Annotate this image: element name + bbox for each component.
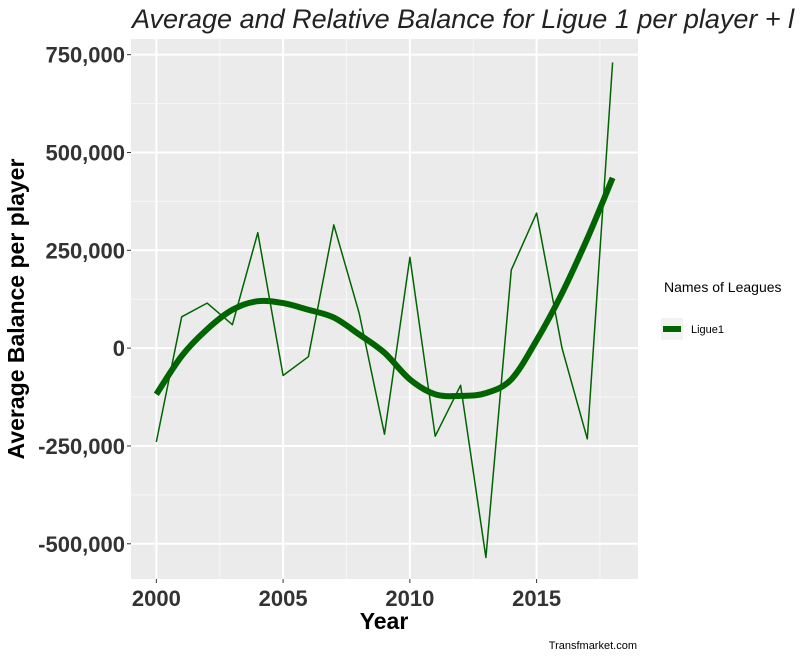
legend-label-ligue1: Ligue1 — [691, 324, 724, 336]
x-axis-ticks: 2000 2005 2010 2015 — [132, 579, 561, 611]
x-tick-label: 2015 — [512, 586, 561, 611]
y-axis-title: Average Balance per player — [3, 159, 29, 460]
y-tick-label: 500,000 — [45, 140, 125, 165]
x-axis-title: Year — [360, 608, 409, 634]
plot-panel — [131, 39, 638, 579]
grid-major — [131, 39, 638, 579]
y-tick-label: 0 — [113, 336, 125, 361]
series-layer — [153, 62, 616, 559]
x-tick-label: 2010 — [385, 586, 434, 611]
y-tick-label: -500,000 — [38, 532, 125, 557]
x-tick-label: 2000 — [132, 586, 181, 611]
caption: Transfmarket.com — [549, 640, 637, 652]
legend: Names of Leagues Ligue1 — [661, 279, 782, 340]
chart-title: Average and Relative Balance for Ligue 1… — [130, 4, 795, 34]
x-tick-label: 2005 — [259, 586, 308, 611]
legend-title: Names of Leagues — [664, 279, 782, 295]
grid-minor — [131, 39, 638, 579]
series-ligue1-raw-line — [155, 62, 614, 559]
series-ligue1-smooth-line — [153, 176, 616, 400]
y-tick-label: 250,000 — [45, 238, 125, 263]
y-tick-label: 750,000 — [45, 43, 125, 68]
y-tick-label: -250,000 — [38, 434, 125, 459]
y-axis-ticks: -500,000 -250,000 0 250,000 500,000 750,000 — [38, 43, 131, 557]
